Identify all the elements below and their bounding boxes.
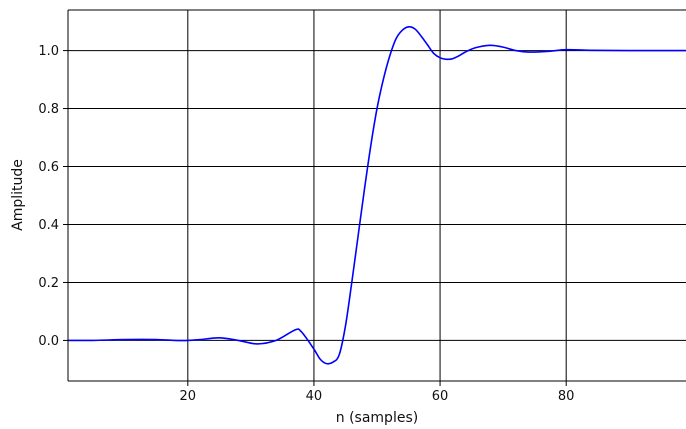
x-axis-label: n (samples) — [336, 410, 418, 426]
y-tick-label: 0.2 — [38, 276, 59, 291]
y-axis-ticks: 0.0 0.2 0.4 0.6 0.8 1.0 — [38, 44, 68, 349]
y-tick-label: 1.0 — [38, 44, 59, 59]
x-tick-label: 40 — [306, 389, 323, 404]
plot-area-background — [68, 10, 686, 381]
y-tick-label: 0.4 — [38, 218, 59, 233]
y-tick-label: 0.6 — [38, 160, 59, 175]
y-tick-label: 0.8 — [38, 102, 59, 117]
y-tick-label: 0.0 — [38, 334, 59, 349]
x-tick-label: 60 — [432, 389, 449, 404]
x-tick-label: 20 — [180, 389, 197, 404]
x-gridlines — [187, 10, 567, 381]
series-line-0 — [67, 25, 686, 365]
x-axis-ticks: 20 40 60 80 — [180, 381, 575, 404]
y-axis-label: Amplitude — [10, 159, 26, 231]
x-tick-label: 80 — [558, 389, 575, 404]
series-layer — [67, 25, 686, 365]
